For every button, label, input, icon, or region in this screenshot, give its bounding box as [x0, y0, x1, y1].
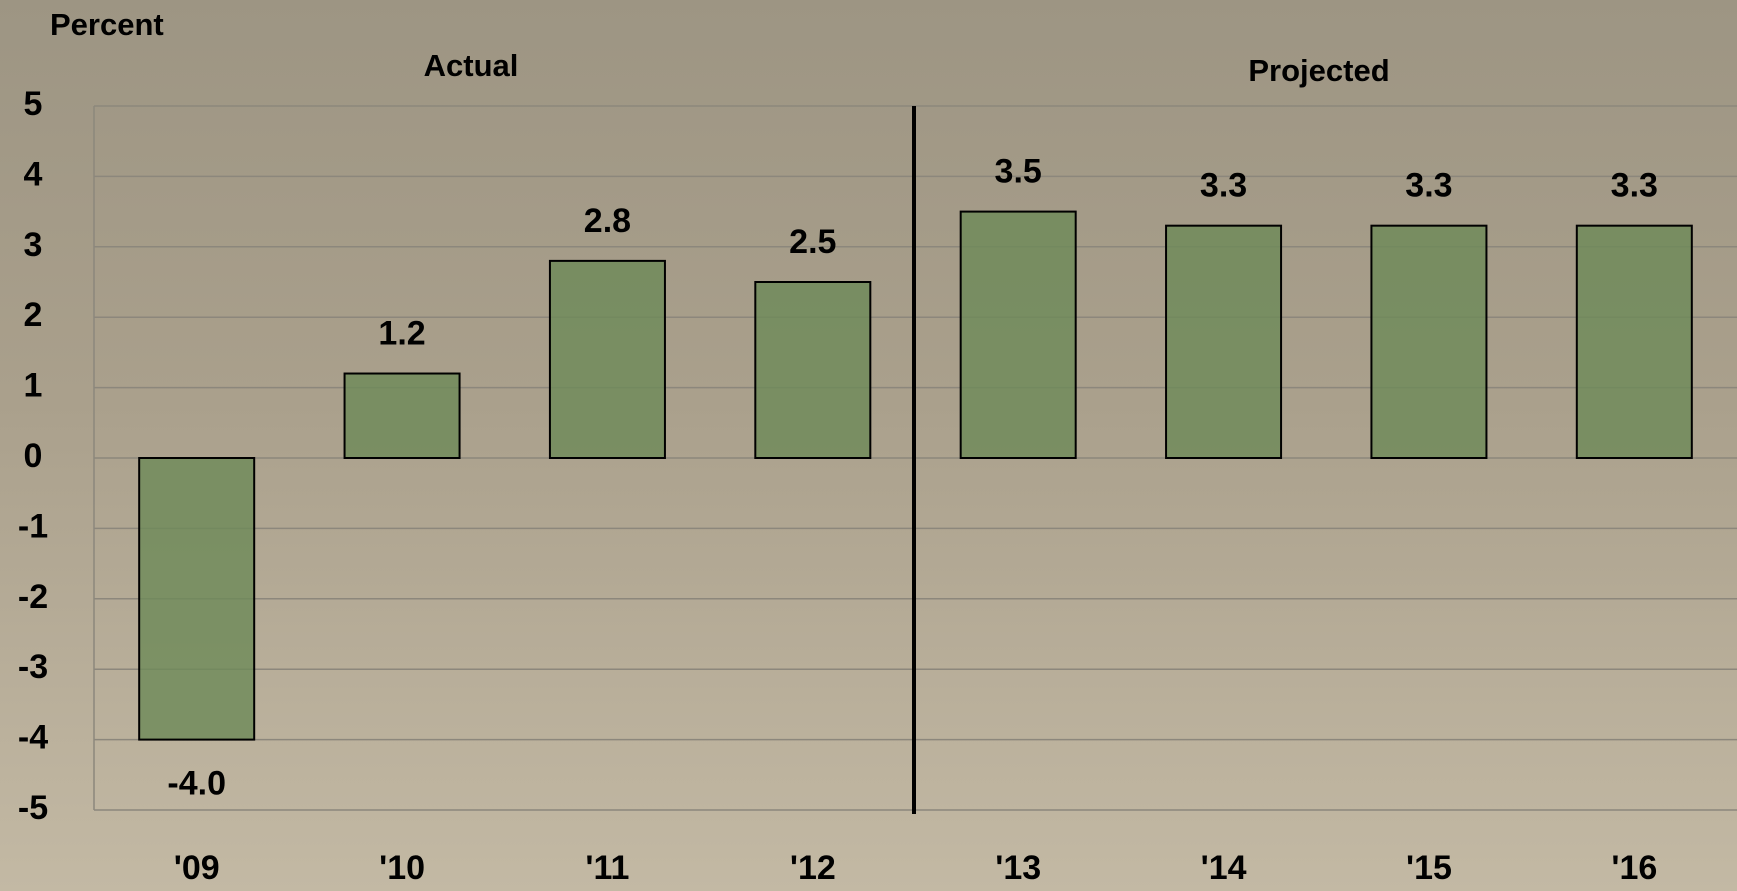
bar — [1165, 224, 1283, 459]
x-tick-label: '13 — [995, 849, 1041, 887]
value-label: 3.3 — [1405, 167, 1452, 205]
bars — [138, 210, 1693, 741]
bar — [548, 259, 666, 459]
y-tick-label: 5 — [24, 85, 43, 123]
value-label: 1.2 — [378, 315, 425, 353]
y-tick-label: -3 — [18, 648, 48, 686]
x-tick-label: '10 — [379, 849, 425, 887]
bar — [754, 281, 872, 459]
value-label: 2.5 — [789, 223, 836, 261]
value-label: -4.0 — [167, 765, 226, 803]
x-tick-label: '09 — [174, 849, 220, 887]
y-tick-label: 0 — [24, 437, 43, 475]
annotation: Projected — [1248, 53, 1389, 88]
bar — [959, 210, 1077, 459]
y-tick-label: 4 — [24, 155, 43, 193]
y-tick-label: -5 — [18, 789, 48, 827]
x-tick-label: '15 — [1406, 849, 1452, 887]
y-tick-label: 1 — [24, 367, 43, 405]
x-tick-label: '11 — [585, 849, 629, 887]
value-label: 3.3 — [1200, 167, 1247, 205]
bar — [1370, 224, 1488, 459]
y-tick-label: 3 — [24, 226, 43, 264]
x-tick-label: '12 — [790, 849, 836, 887]
annotation: Actual — [424, 48, 519, 83]
y-tick-label: -2 — [18, 578, 48, 616]
bar — [343, 372, 461, 459]
x-tick-label: '16 — [1611, 849, 1657, 887]
bar — [1575, 224, 1693, 459]
value-label: 3.3 — [1611, 167, 1658, 205]
y-tick-label: -1 — [18, 507, 48, 545]
y-tick-label: 2 — [24, 296, 43, 334]
value-label: 3.5 — [995, 153, 1042, 191]
bar — [138, 457, 256, 741]
y-tick-label: -4 — [18, 719, 48, 757]
x-tick-label: '14 — [1201, 849, 1247, 887]
y-axis-label: Percent — [50, 7, 164, 42]
value-label: 2.8 — [584, 202, 631, 240]
